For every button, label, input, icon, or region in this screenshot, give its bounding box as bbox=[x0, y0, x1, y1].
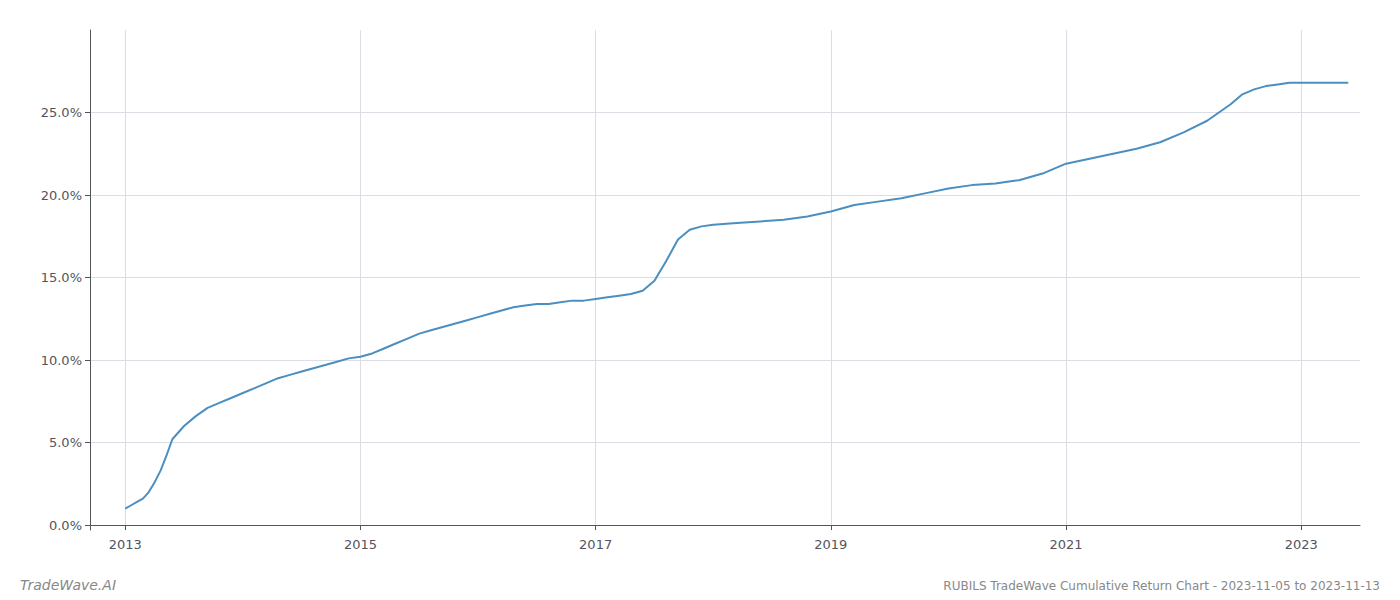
svg-text:10.0%: 10.0% bbox=[41, 353, 82, 368]
svg-text:2023: 2023 bbox=[1285, 537, 1318, 552]
svg-text:2013: 2013 bbox=[109, 537, 142, 552]
svg-text:2017: 2017 bbox=[579, 537, 612, 552]
svg-text:5.0%: 5.0% bbox=[49, 435, 82, 450]
svg-text:15.0%: 15.0% bbox=[41, 270, 82, 285]
svg-text:TradeWave.AI: TradeWave.AI bbox=[20, 577, 116, 593]
svg-text:2015: 2015 bbox=[344, 537, 377, 552]
svg-text:0.0%: 0.0% bbox=[49, 518, 82, 533]
svg-text:2019: 2019 bbox=[814, 537, 847, 552]
svg-text:25.0%: 25.0% bbox=[41, 105, 82, 120]
svg-text:2021: 2021 bbox=[1049, 537, 1082, 552]
svg-text:20.0%: 20.0% bbox=[41, 188, 82, 203]
svg-text:RUBILS TradeWave Cumulative Re: RUBILS TradeWave Cumulative Return Chart… bbox=[943, 579, 1380, 593]
